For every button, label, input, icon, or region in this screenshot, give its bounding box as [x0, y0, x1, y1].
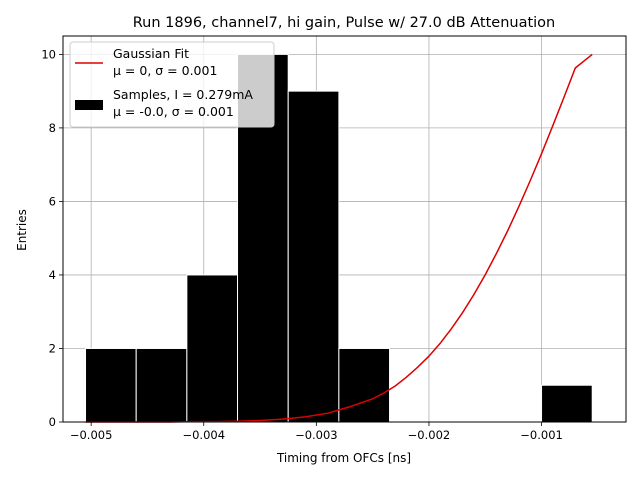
x-tick-label-2: −0.003 — [295, 428, 338, 442]
x-tick-label-1: −0.004 — [182, 428, 225, 442]
legend: Gaussian Fit μ = 0, σ = 0.001 Samples, I… — [69, 41, 275, 128]
x-axis-ticks: −0.005 −0.004 −0.003 −0.002 −0.001 — [70, 422, 563, 442]
legend-fit-label: Gaussian Fit — [113, 46, 189, 61]
y-tick-label-5: 10 — [41, 47, 56, 61]
histogram-bar-5 — [338, 347, 391, 423]
histogram-bar-2 — [186, 274, 239, 423]
chart-title: Run 1896, channel7, hi gain, Pulse w/ 27… — [133, 15, 556, 31]
legend-box — [69, 41, 275, 128]
histogram-bars — [85, 53, 593, 423]
x-tick-label-4: −0.001 — [520, 428, 563, 442]
legend-samples-stats: μ = -0.0, σ = 0.001 — [113, 104, 234, 119]
y-axis-ticks: 0 2 4 6 8 10 — [41, 47, 63, 429]
y-axis-label: Entries — [15, 209, 29, 251]
y-tick-label-4: 8 — [49, 121, 56, 135]
x-tick-label-0: −0.005 — [70, 428, 113, 442]
histogram-bar-9 — [541, 384, 593, 423]
x-axis-label: Timing from OFCs [ns] — [276, 451, 411, 465]
y-tick-label-1: 2 — [49, 341, 56, 355]
legend-samples-label: Samples, I = 0.279mA — [113, 87, 253, 102]
y-tick-label-2: 4 — [49, 268, 56, 282]
x-tick-label-3: −0.002 — [408, 428, 451, 442]
legend-fit-stats: μ = 0, σ = 0.001 — [113, 63, 217, 78]
legend-samples-swatch — [75, 100, 103, 110]
histogram-bar-0 — [85, 347, 137, 423]
histogram-bar-1 — [135, 347, 188, 423]
y-tick-label-3: 6 — [49, 194, 56, 208]
histogram-bar-4 — [287, 90, 340, 423]
plot-frame — [62, 35, 627, 423]
y-tick-label-0: 0 — [49, 415, 56, 429]
